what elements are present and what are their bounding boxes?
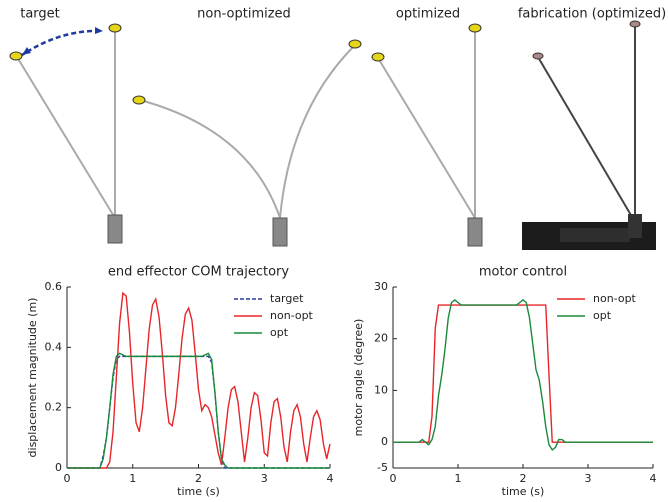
panel-label: fabrication (optimized) (518, 7, 666, 22)
chart-title: end effector COM trajectory (108, 265, 289, 280)
legend-label: opt (270, 326, 289, 339)
pendulum-optimized (371, 23, 483, 247)
y-tick-label: 0 (55, 461, 62, 474)
chart-title: motor control (479, 265, 567, 280)
y-tick-label: -5 (377, 461, 388, 474)
x-tick-label: 0 (64, 472, 71, 485)
line-series (67, 355, 330, 469)
chart: end effector COM trajectory 0 1 2 3 4 0 0.2 0.4 0… (26, 265, 334, 499)
x-tick-label: 1 (129, 472, 136, 485)
panel-label: optimized (396, 7, 460, 22)
y-axis-label: displacement magnitude (m) (26, 298, 39, 458)
x-tick-label: 3 (585, 472, 592, 485)
illustrations: target non-optimized optimized fabricati… (9, 7, 666, 250)
x-tick-label: 2 (195, 472, 202, 485)
line-series (67, 352, 330, 469)
pendulum-non-optimized (132, 39, 362, 247)
y-tick-label: 10 (374, 383, 388, 396)
legend-label: non-opt (270, 309, 314, 322)
line-series (393, 304, 653, 443)
x-tick-label: 3 (261, 472, 268, 485)
panel-label: non-optimized (197, 7, 291, 22)
y-axis-label: motor angle (degree) (352, 319, 365, 437)
y-tick-label: 0.4 (45, 340, 63, 353)
panel-label: target (20, 7, 60, 22)
fabrication-photo (522, 20, 656, 250)
y-tick-label: 0 (381, 435, 388, 448)
y-tick-label: 0.2 (45, 401, 63, 414)
x-tick-label: 1 (455, 472, 462, 485)
y-tick-label: 20 (374, 332, 388, 345)
line-series (393, 299, 653, 451)
x-tick-label: 2 (520, 472, 527, 485)
y-tick-label: 30 (374, 280, 388, 293)
legend-label: non-opt (593, 292, 637, 305)
legend-label: target (270, 292, 304, 305)
y-tick-label: 0.6 (45, 280, 63, 293)
pendulum-target (9, 23, 123, 244)
x-axis-label: time (s) (177, 485, 220, 498)
x-tick-label: 4 (327, 472, 334, 485)
x-axis-label: time (s) (502, 485, 545, 498)
x-tick-label: 4 (650, 472, 657, 485)
legend-label: opt (593, 309, 612, 322)
x-tick-label: 0 (390, 472, 397, 485)
line-series (67, 291, 331, 469)
